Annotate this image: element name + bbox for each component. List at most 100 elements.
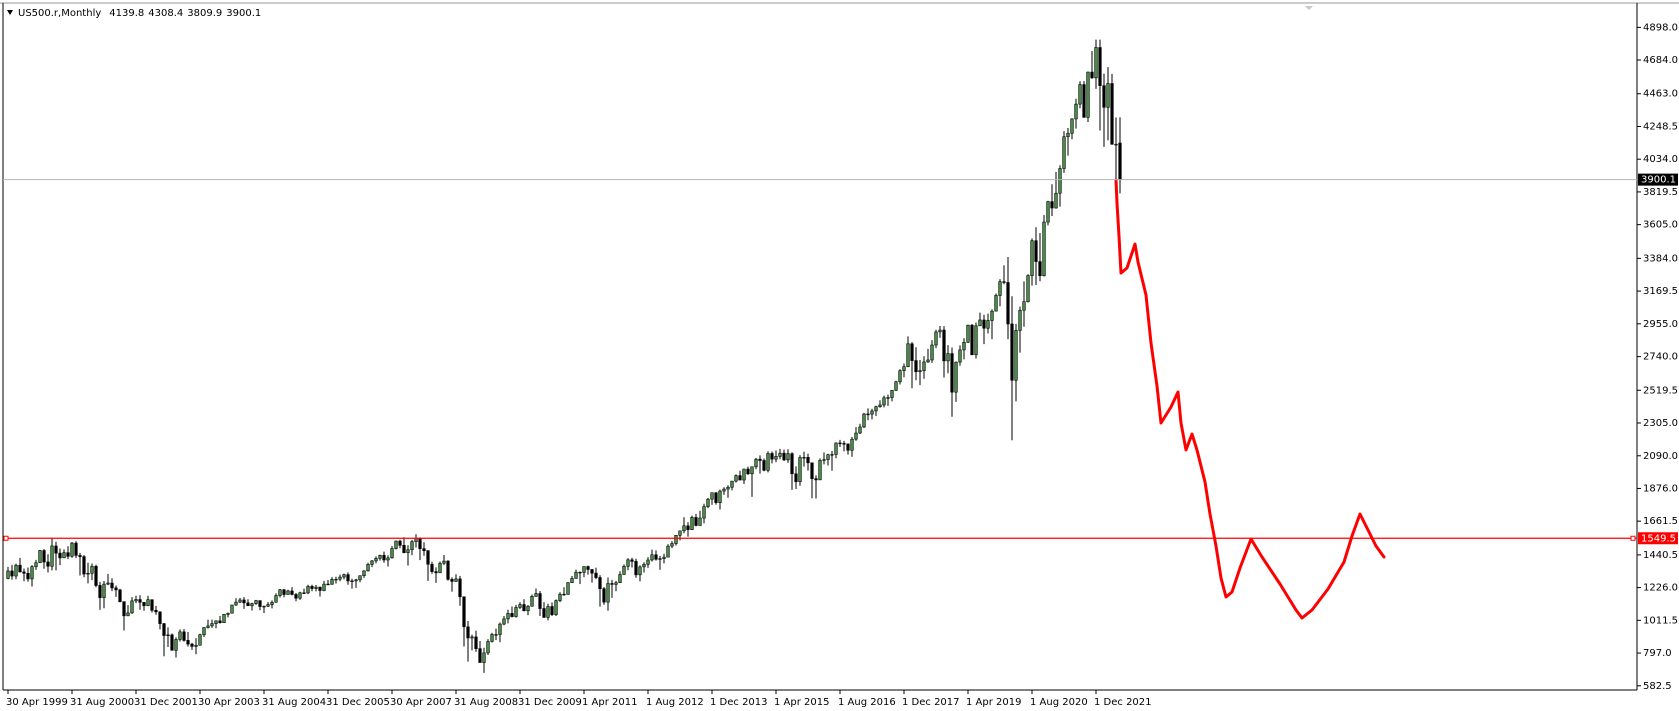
candle-body: [150, 599, 154, 611]
candle-body: [374, 558, 378, 562]
candle-body: [238, 599, 242, 603]
x-tick-label: 1 Apr 2011: [582, 697, 637, 708]
header-close: 3900.1: [226, 8, 261, 19]
candle-body: [722, 488, 726, 492]
candle-body: [334, 578, 338, 581]
y-tick-label: 1661.5: [1643, 516, 1678, 527]
candle-body: [902, 366, 906, 371]
candle-body: [266, 604, 270, 607]
candle-body: [742, 468, 746, 481]
candle-body: [786, 453, 790, 461]
candle-body: [670, 543, 674, 547]
freehand-drawing[interactable]: [1114, 178, 1386, 620]
candle-body: [26, 572, 30, 580]
candle-body: [922, 361, 926, 371]
candle-body: [450, 579, 454, 582]
candle-body: [934, 331, 938, 346]
candle-body: [1102, 85, 1106, 108]
y-tick-label: 3819.5: [1643, 187, 1678, 198]
candle-body: [394, 540, 398, 549]
candle-body: [370, 560, 374, 565]
candle-body: [282, 589, 286, 595]
candle-body: [302, 592, 306, 594]
candle-body: [818, 460, 822, 481]
candle-body: [294, 594, 298, 599]
candle-body: [566, 582, 570, 595]
candle-body: [626, 559, 630, 567]
candle-body: [114, 587, 118, 591]
candle-body: [958, 349, 962, 363]
candle-body: [706, 498, 710, 507]
candle-body: [158, 611, 162, 624]
level-price-box: [1638, 532, 1678, 545]
candle-body: [22, 571, 26, 574]
candle-body: [542, 608, 546, 618]
candle-body: [78, 555, 82, 557]
y-tick-label: 3384.0: [1643, 253, 1678, 264]
candle-body: [270, 601, 274, 605]
candle-body: [422, 548, 426, 551]
y-tick-label: 2740.0: [1643, 352, 1678, 363]
candle-body: [154, 610, 158, 613]
y-tick-label: 797.0: [1643, 648, 1672, 659]
candle-body: [1058, 168, 1062, 194]
candle-body: [614, 582, 618, 585]
candle-body: [398, 540, 402, 546]
x-tick-label: 1 Apr 2019: [966, 697, 1021, 708]
candle-body: [734, 475, 738, 482]
candle-body: [602, 588, 606, 603]
candle-body: [290, 590, 294, 595]
candle-body: [1082, 84, 1086, 118]
candle-body: [230, 604, 234, 614]
candle-body: [1086, 71, 1090, 118]
candle-body: [534, 593, 538, 597]
candle-body: [970, 324, 974, 356]
candle-body: [574, 571, 578, 579]
candle-body: [826, 454, 830, 460]
candle-body: [118, 589, 122, 602]
candle-body: [446, 560, 450, 580]
header-open: 4139.8: [109, 8, 144, 19]
candle-body: [810, 462, 814, 479]
candle-body: [386, 557, 390, 561]
candle-body: [1062, 136, 1066, 169]
candle-body: [770, 453, 774, 460]
candle-body: [630, 559, 634, 562]
menu-arrow[interactable]: [7, 10, 13, 15]
candle-body: [790, 453, 794, 475]
y-tick-label: 2519.5: [1643, 385, 1678, 396]
candle-body: [174, 639, 178, 651]
candle-body: [130, 600, 134, 614]
candle-body: [610, 583, 614, 585]
header-high: 4308.4: [148, 8, 183, 19]
candle-body: [390, 548, 394, 559]
candle-body: [638, 566, 642, 576]
candle-body: [1090, 71, 1094, 79]
candle-body: [274, 595, 278, 603]
x-tick-label: 31 Dec 2001: [134, 697, 198, 708]
candle-body: [74, 542, 78, 556]
candle-body: [1098, 47, 1102, 86]
candle-body: [930, 344, 934, 361]
x-tick-label: 30 Apr 2003: [198, 697, 260, 708]
y-tick-label: 4248.5: [1643, 121, 1678, 132]
candle-body: [1014, 330, 1018, 381]
candle-body: [498, 623, 502, 635]
candle-body: [1026, 275, 1030, 302]
candle-body: [1006, 282, 1010, 325]
candle-body: [838, 442, 842, 445]
candle-body: [402, 545, 406, 553]
candle-body: [778, 452, 782, 457]
candle-body: [42, 550, 46, 563]
y-tick-label: 1011.5: [1643, 615, 1678, 626]
candle-body: [850, 438, 854, 451]
candle-body: [126, 612, 130, 617]
candle-body: [998, 281, 1002, 296]
candle-body: [910, 343, 914, 361]
candle-body: [442, 560, 446, 564]
candle-body: [746, 468, 750, 475]
candle-body: [470, 636, 474, 639]
candle-body: [618, 574, 622, 584]
candle-body: [682, 525, 686, 532]
candle-body: [926, 359, 930, 363]
